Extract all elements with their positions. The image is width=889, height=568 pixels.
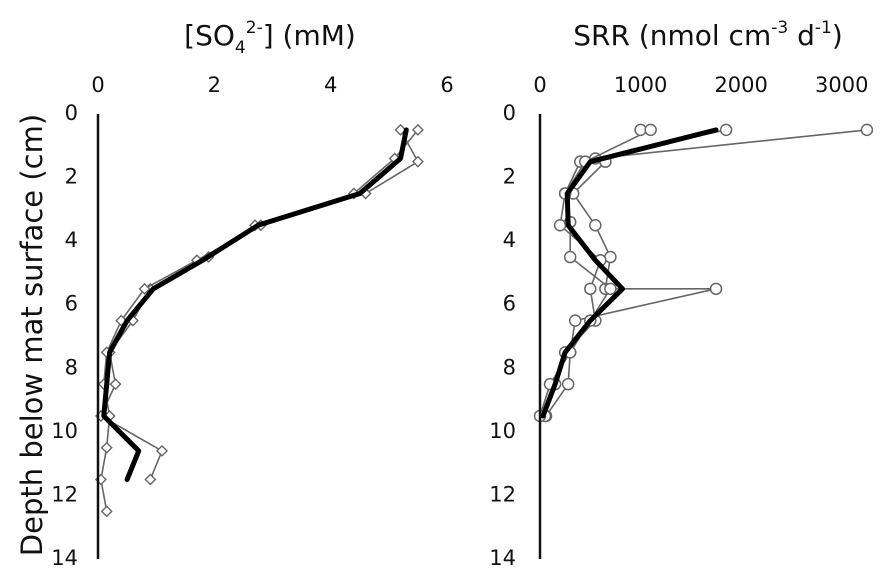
sulfate-y-tick-label: 2 xyxy=(65,165,78,189)
sulfate-x-tick-label: 4 xyxy=(324,73,337,97)
srr-y-tick-label: 4 xyxy=(503,228,516,252)
srr-data-point xyxy=(589,219,602,232)
srr-data-point xyxy=(604,282,617,296)
sulfate-data-point xyxy=(155,444,168,457)
srr-series xyxy=(533,123,874,423)
srr-x-tick-label: 2000 xyxy=(714,73,767,97)
sulfate-panel-title: [SO42-] (mM) xyxy=(184,18,356,58)
sulfate-data-point xyxy=(411,123,424,136)
sulfate-y-ticks: 0 2 4 6 8 10 12 14 xyxy=(51,101,78,568)
srr-y-tick-label: 8 xyxy=(503,355,516,379)
sulfate-x-tick-label: 0 xyxy=(91,73,104,97)
sulfate-data-point xyxy=(138,282,151,295)
sulfate-x-ticks: 0 2 4 6 xyxy=(91,73,453,97)
srr-x-tick-label: 0 xyxy=(533,73,546,97)
srr-data-point xyxy=(563,250,577,264)
sulfate-panel: [SO42-] (mM) 0 2 4 6 0 2 4 6 8 10 12 14 xyxy=(51,18,453,568)
srr-series-line xyxy=(544,129,727,417)
srr-data-point xyxy=(561,377,575,391)
srr-panel: SRR (nmol cm-3 d-1) 0 1000 2000 3000 0 2 4 6 8 1… xyxy=(489,18,874,568)
sulfate-y-tick-label: 10 xyxy=(51,419,78,443)
sulfate-y-tick-label: 8 xyxy=(65,355,78,379)
sulfate-y-tick-label: 6 xyxy=(65,292,78,316)
sulfate-x-tick-label: 2 xyxy=(208,73,221,97)
srr-x-tick-label: 3000 xyxy=(815,73,868,97)
sulfate-series xyxy=(94,123,424,518)
srr-series-mean xyxy=(540,127,719,419)
srr-y-tick-label: 14 xyxy=(489,546,516,568)
sulfate-x-tick-label: 6 xyxy=(440,73,453,97)
sulfate-data-point xyxy=(144,473,157,486)
sulfate-series-mean xyxy=(101,127,409,482)
srr-data-point xyxy=(584,282,597,296)
srr-y-tick-label: 12 xyxy=(489,482,516,506)
sulfate-series-line xyxy=(101,127,409,482)
srr-y-tick-label: 2 xyxy=(503,165,516,189)
srr-y-tick-label: 10 xyxy=(489,419,516,443)
sulfate-y-tick-label: 4 xyxy=(65,228,78,252)
sulfate-y-tick-label: 14 xyxy=(51,546,78,568)
srr-data-point xyxy=(644,123,657,137)
sulfate-data-point xyxy=(411,155,424,168)
sulfate-data-point xyxy=(100,441,113,454)
srr-data-point xyxy=(719,123,733,137)
srr-y-tick-label: 6 xyxy=(503,292,516,316)
srr-panel-title: SRR (nmol cm-3 d-1) xyxy=(573,18,843,52)
srr-y-ticks: 0 2 4 6 8 10 12 14 xyxy=(489,101,516,568)
sulfate-data-point xyxy=(394,123,407,136)
srr-y-tick-label: 0 xyxy=(503,101,516,125)
srr-data-point xyxy=(860,123,874,137)
srr-x-ticks: 0 1000 2000 3000 xyxy=(533,73,868,97)
sulfate-y-tick-label: 0 xyxy=(65,101,78,125)
srr-series-line xyxy=(545,129,868,417)
srr-data-point xyxy=(568,314,582,327)
y-axis-label: Depth below mat surface (cm) xyxy=(15,114,49,556)
srr-data-point xyxy=(709,282,723,296)
sulfate-data-point xyxy=(100,505,113,518)
sulfate-data-point xyxy=(109,378,122,391)
sulfate-y-tick-label: 12 xyxy=(51,482,78,506)
srr-x-tick-label: 1000 xyxy=(614,73,667,97)
srr-series-line xyxy=(540,127,719,419)
